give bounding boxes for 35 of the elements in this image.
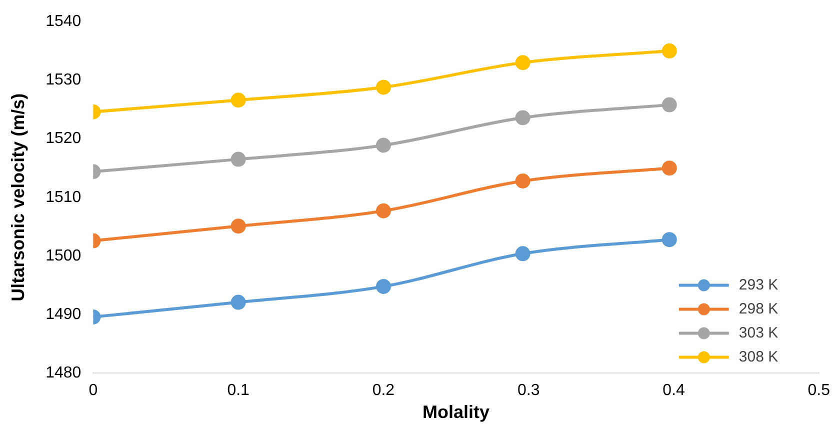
y-tick-label: 1500 [46,247,82,264]
legend-label: 303 K [738,324,778,342]
legend-label: 308 K [738,348,778,366]
y-tick-label: 1480 [46,364,82,382]
x-tick-label: 0.4 [662,382,685,400]
y-tick-label: 1540 [46,13,82,30]
point [376,80,391,95]
point [515,110,530,126]
point [662,97,677,112]
y-tick-label: 1520 [46,130,82,148]
y-tick-label: 1530 [46,72,82,89]
x-tick-label: 0 [88,382,98,400]
x-tick-label: 0.1 [227,382,250,400]
point [230,92,246,108]
legend-label: 298 K [738,300,778,318]
point [515,173,530,188]
point [230,218,246,234]
y-axis-title: Ultarsonic velocity (m/s) [8,93,28,302]
point [376,278,391,294]
point [230,294,246,310]
y-tick-label: 1490 [46,306,82,324]
point [662,160,677,176]
point [662,43,677,58]
point [376,138,391,153]
point [376,203,391,218]
x-tick-label: 0.2 [372,382,395,400]
point [515,246,530,262]
y-tick-label: 1510 [46,188,82,206]
x-tick-label: 0.5 [808,382,830,400]
point [515,55,530,70]
x-axis-title: Molality [422,402,490,422]
point [230,152,246,167]
point [662,232,677,248]
legend-label: 293 K [738,276,778,294]
x-tick-label: 0.3 [517,382,540,400]
